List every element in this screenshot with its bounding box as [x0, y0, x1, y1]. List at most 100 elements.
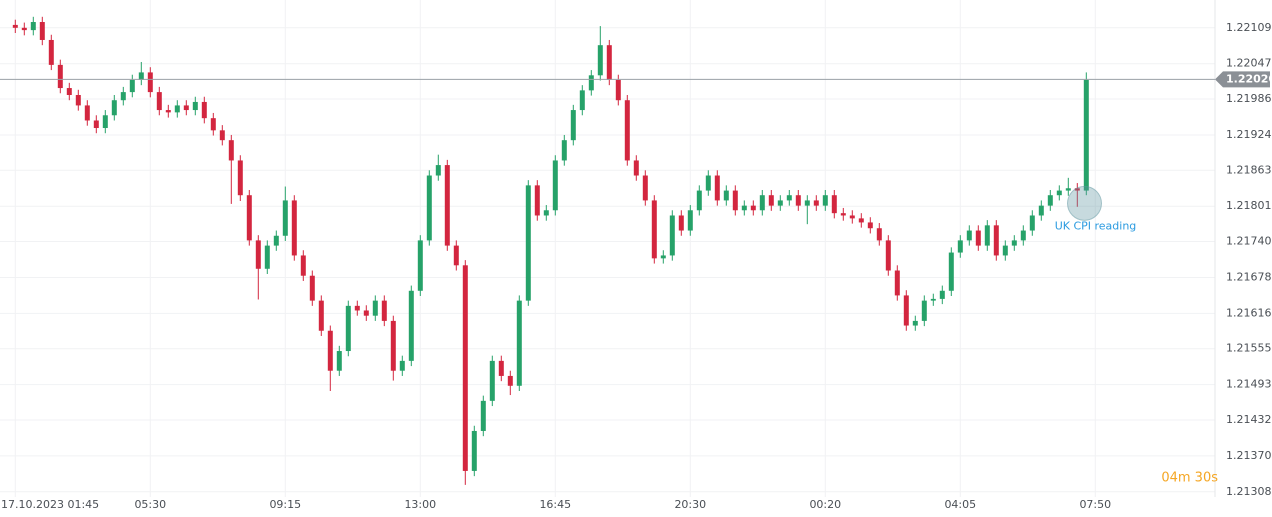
- candle-body: [363, 310, 369, 316]
- candle-body: [21, 27, 27, 31]
- candle-body: [966, 230, 972, 241]
- candle-body: [75, 94, 81, 106]
- candle-body: [759, 195, 765, 211]
- y-tick-label: 1.21308: [1226, 485, 1272, 498]
- candle-body: [885, 240, 891, 271]
- candle-body: [399, 360, 405, 371]
- current-price-tag: [1215, 71, 1270, 88]
- candle-body: [948, 252, 954, 291]
- candle-body: [858, 218, 864, 223]
- candle-body: [561, 140, 567, 161]
- y-tick-label: 1.21370: [1226, 449, 1272, 462]
- candle-body: [354, 305, 360, 311]
- candle-body: [228, 140, 234, 161]
- candle-body: [417, 240, 423, 291]
- candle-body: [48, 39, 54, 65]
- candle-body: [147, 72, 153, 93]
- candle-body: [1074, 188, 1080, 191]
- candle-body: [777, 200, 783, 206]
- candle-body: [795, 195, 801, 206]
- candle-body: [138, 72, 144, 80]
- candle-body: [489, 360, 495, 401]
- y-tick-label: 1.21555: [1226, 342, 1272, 355]
- candle-body: [723, 190, 729, 201]
- candle-body: [390, 320, 396, 371]
- y-tick-label: 1.21432: [1226, 413, 1272, 426]
- candle-body: [840, 213, 846, 216]
- candle-body: [525, 185, 531, 301]
- x-tick-label: 13:00: [404, 498, 436, 511]
- candle-body: [183, 105, 189, 111]
- y-tick-label: 1.21863: [1226, 163, 1272, 176]
- y-tick-label: 1.22047: [1226, 57, 1272, 70]
- candle-body: [1083, 79, 1089, 191]
- candles: [12, 16, 1089, 485]
- candle-body: [219, 130, 225, 141]
- x-tick-label: 04:05: [944, 498, 976, 511]
- candle-body: [633, 160, 639, 176]
- y-tick-label: 1.21678: [1226, 270, 1272, 283]
- candle-body: [678, 215, 684, 231]
- x-tick-label: 20:30: [674, 498, 706, 511]
- y-tick-label: 1.22109: [1226, 21, 1272, 34]
- candle-body: [516, 300, 522, 386]
- candle-body: [912, 320, 918, 326]
- candle-body: [246, 195, 252, 241]
- x-tick-label: 16:45: [539, 498, 571, 511]
- y-tick-label: 1.21493: [1226, 378, 1272, 391]
- candle-body: [732, 190, 738, 211]
- y-tick-label: 1.21986: [1226, 92, 1272, 105]
- candle-body: [165, 110, 171, 113]
- y-tick-label: 1.21616: [1226, 306, 1272, 319]
- candle-body: [480, 400, 486, 431]
- candle-body: [831, 195, 837, 214]
- candle-body: [786, 195, 792, 201]
- candle-body: [939, 290, 945, 299]
- candle-body: [444, 165, 450, 246]
- candle-body: [1029, 215, 1035, 231]
- candle-body: [642, 175, 648, 201]
- candle-body: [930, 298, 936, 301]
- candle-body: [543, 210, 549, 216]
- candle-body: [309, 275, 315, 301]
- candle-body: [372, 300, 378, 316]
- candle-body: [741, 205, 747, 211]
- candle-body: [606, 45, 612, 80]
- candle-body: [174, 105, 180, 113]
- candle-body: [255, 240, 261, 269]
- candle-body: [534, 185, 540, 216]
- candle-body: [894, 270, 900, 296]
- x-tick-label: 09:15: [269, 498, 301, 511]
- candle-body: [984, 225, 990, 246]
- candle-body: [750, 205, 756, 211]
- candle-body: [687, 210, 693, 231]
- y-tick-label: 1.21924: [1226, 128, 1272, 141]
- candle-body: [822, 195, 828, 206]
- candle-body: [957, 240, 963, 253]
- candle-body: [102, 115, 108, 129]
- candle-body: [1047, 195, 1053, 206]
- candle-body: [129, 79, 135, 93]
- candle-body: [876, 228, 882, 241]
- y-tick-label: 1.21740: [1226, 235, 1272, 248]
- candle-body: [669, 215, 675, 256]
- candle-body: [507, 375, 513, 386]
- candle-body: [1038, 205, 1044, 216]
- candle-body: [498, 360, 504, 376]
- candle-body: [921, 300, 927, 321]
- candle-body: [435, 165, 441, 176]
- candle-body: [975, 230, 981, 246]
- candle-body: [93, 120, 99, 129]
- candle-body: [300, 255, 306, 276]
- candle-body: [66, 88, 72, 95]
- candle-body: [453, 245, 459, 266]
- candle-body: [156, 92, 162, 111]
- candle-body: [408, 290, 414, 361]
- candle-body: [282, 200, 288, 236]
- candle-body: [705, 175, 711, 191]
- candle-body: [12, 24, 18, 28]
- candle-body: [615, 79, 621, 101]
- candle-body: [327, 330, 333, 371]
- current-price-label: 1.22020: [1226, 72, 1272, 85]
